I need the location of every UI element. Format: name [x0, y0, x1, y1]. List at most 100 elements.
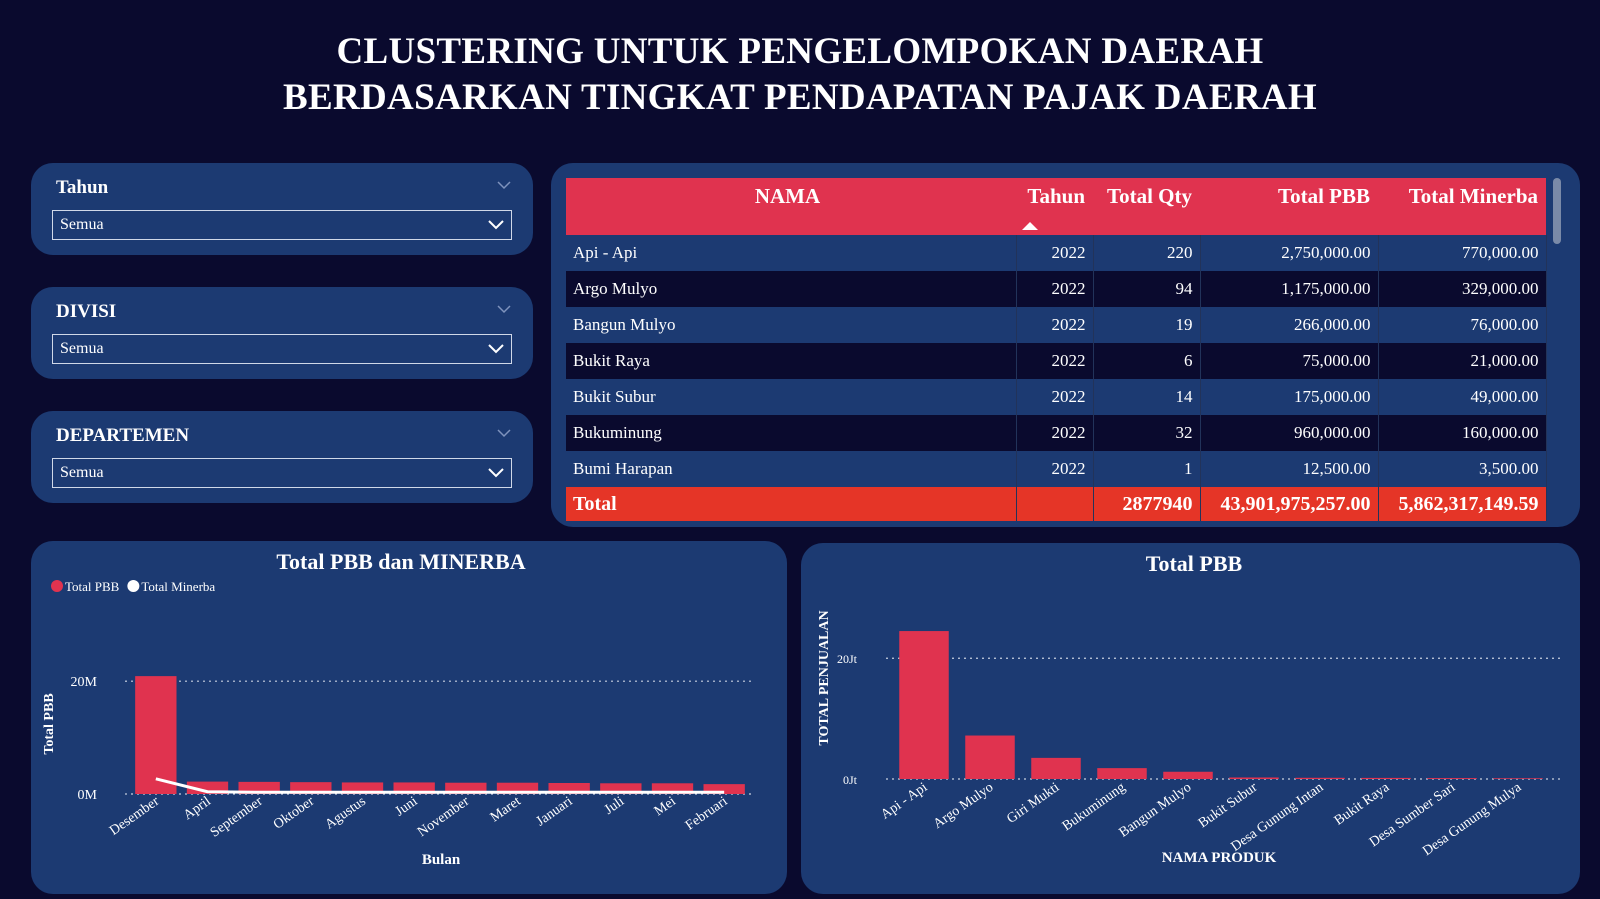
column-header: Total Minerba	[1378, 178, 1546, 235]
table-cell: 14	[1093, 379, 1201, 415]
table-cell: 1	[1093, 451, 1201, 487]
bar	[1031, 757, 1081, 779]
x-tick-label: September	[208, 794, 266, 841]
data-table: NAMA Tahun Total Qty Total PBB Total Minerba…	[566, 178, 1547, 521]
table-cell: 220	[1093, 235, 1201, 271]
x-tick-label: Maret	[488, 794, 524, 826]
table-row: Bukuminung 2022 32 960,000.00 160,000.00	[566, 415, 1547, 451]
table-cell: 19	[1093, 307, 1201, 343]
bar	[1295, 777, 1345, 779]
table-cell: 75,000.00	[1200, 343, 1379, 379]
bar	[496, 782, 539, 794]
table-row: Argo Mulyo 2022 94 1,175,000.00 329,000.00	[566, 271, 1547, 307]
bar	[445, 782, 487, 794]
bar	[548, 783, 590, 794]
table-cell: 2,750,000.00	[1200, 235, 1379, 271]
table-row: Bukit Raya 2022 6 75,000.00 21,000.00	[566, 343, 1547, 379]
y-tick-label: 20Jt	[837, 652, 858, 666]
table-cell: 2022	[1016, 343, 1094, 379]
table-cell: 2022	[1016, 271, 1094, 307]
chart-panel: Total PBB TOTAL PENJUALAN NAMA PRODUK 0Jt 20…	[801, 543, 1580, 894]
table-row: Bukit Subur 2022 14 175,000.00 49,000.00	[566, 379, 1547, 415]
legend-swatch	[127, 580, 140, 592]
legend-label: Total PBB	[65, 579, 120, 594]
bar	[965, 735, 1015, 779]
table-cell: 266,000.00	[1200, 307, 1379, 343]
y-tick-label: 20M	[71, 675, 98, 690]
x-tick-label: Bukit Raya	[1332, 780, 1393, 829]
table-cell: 32	[1093, 415, 1201, 451]
bar	[1229, 777, 1279, 779]
table-cell: 770,000.00	[1378, 235, 1547, 271]
chart: Total PBB TOTAL PENJUALAN NAMA PRODUK 0Jt 20…	[817, 551, 1564, 866]
chart-title: Total PBB	[1146, 551, 1243, 576]
slicer-chevron	[497, 301, 511, 315]
x-tick-label: Juni	[393, 794, 421, 820]
column-header: Tahun	[1016, 178, 1093, 235]
chart-title: Total PBB dan MINERBA	[276, 549, 525, 574]
x-tick-label: Bukit Subur	[1196, 780, 1261, 832]
slicer-dropdown[interactable]: Semua	[52, 334, 512, 364]
chart: Total PBB dan MINERBA Total PBB Bulan 0M 20M…	[42, 549, 755, 868]
chart-panel: Total PBB dan MINERBA Total PBB Bulan 0M 20M…	[31, 541, 787, 894]
x-tick-label: Desember	[107, 794, 162, 839]
slicer-label: DEPARTEMEN	[56, 425, 190, 446]
y-tick-label: 0Jt	[843, 773, 858, 787]
bar	[1097, 768, 1147, 779]
table-cell: Bumi Harapan	[566, 451, 1017, 487]
table-cell: 6	[1093, 343, 1201, 379]
table-cell: Bukit Raya	[566, 343, 1017, 379]
legend-swatch	[51, 580, 63, 592]
slicer: DIVISI Semua	[31, 287, 533, 379]
x-tick-label: Januari	[534, 794, 576, 830]
column-header: Total PBB	[1200, 178, 1378, 235]
table-cell: 2022	[1016, 307, 1094, 343]
table-cell: 12,500.00	[1200, 451, 1379, 487]
x-tick-label: Mei	[652, 794, 679, 819]
scrollbar[interactable]	[1553, 178, 1561, 244]
table-row: Bangun Mulyo 2022 19 266,000.00 76,000.00	[566, 307, 1547, 343]
slicer-chevron	[497, 177, 511, 191]
slicer-dropdown[interactable]: Semua	[52, 458, 512, 488]
table-cell: 49,000.00	[1378, 379, 1547, 415]
bar	[135, 676, 177, 794]
slicer-value: Semua	[60, 340, 104, 357]
table-cell: 2022	[1016, 235, 1094, 271]
table-cell: 329,000.00	[1378, 271, 1547, 307]
total-cell: 43,901,975,257.00	[1200, 487, 1379, 521]
table-cell: 76,000.00	[1378, 307, 1547, 343]
bar	[899, 631, 949, 779]
x-tick-label: Agustus	[323, 794, 369, 833]
slicer-dropdown[interactable]: Semua	[52, 210, 512, 240]
y-tick-label: 0M	[78, 788, 98, 803]
table-row: Api - Api 2022 220 2,750,000.00 770,000.00	[566, 235, 1547, 271]
bar	[1361, 777, 1411, 779]
x-axis-label: Bulan	[422, 852, 461, 868]
slicer-value: Semua	[60, 216, 104, 233]
sort-arrow[interactable]	[1022, 221, 1038, 231]
table-cell: Bangun Mulyo	[566, 307, 1017, 343]
table-cell: 1,175,000.00	[1200, 271, 1379, 307]
bar	[341, 782, 384, 794]
table-cell: 2022	[1016, 451, 1094, 487]
total-row: Total 2877940 43,901,975,257.00 5,862,317,1…	[566, 487, 1547, 521]
x-tick-label: November	[415, 794, 472, 840]
column-header: NAMA	[566, 178, 1016, 235]
table-cell: 175,000.00	[1200, 379, 1379, 415]
slicer: DEPARTEMEN Semua	[31, 411, 533, 503]
total-cell-empty	[1016, 487, 1094, 521]
table-cell: 160,000.00	[1378, 415, 1547, 451]
table-cell: 21,000.00	[1378, 343, 1547, 379]
x-tick-label: Februari	[683, 794, 731, 834]
bar	[290, 782, 332, 794]
x-tick-label: Api - Api	[878, 780, 930, 823]
x-tick-label: April	[181, 794, 214, 823]
y-axis-label: TOTAL PENJUALAN	[817, 610, 832, 745]
table-cell: 3,500.00	[1378, 451, 1547, 487]
bar	[1163, 771, 1213, 779]
table-row: Bumi Harapan 2022 1 12,500.00 3,500.00	[566, 451, 1547, 487]
legend-label: Total Minerba	[141, 579, 215, 594]
x-tick-label: Juli	[602, 794, 627, 818]
title-line: CLUSTERING UNTUK PENGELOMPOKAN DAERAH	[336, 31, 1264, 72]
bar	[1427, 778, 1477, 779]
